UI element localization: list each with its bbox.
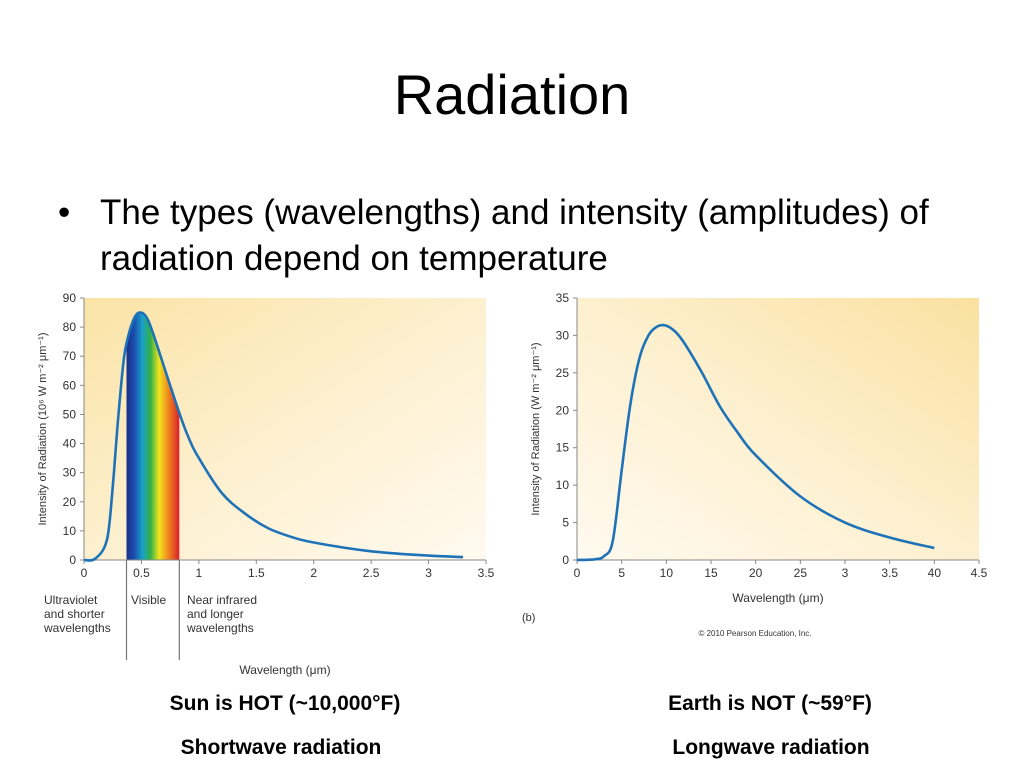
x-tick-label: 3 [842,566,849,580]
earth-intensity-curve [576,323,935,562]
x-tick-label: 1.5 [248,566,265,580]
bullet-marker: • [58,193,71,232]
band-label-ir: Near infrared and longer wavelengths [186,593,257,635]
y-tick-label: 50 [63,407,77,421]
y-tick-label: 40 [63,437,77,451]
y-tick-label: 30 [63,466,77,480]
y-tick-label: 90 [63,291,77,305]
y-tick-label: 0 [69,553,76,567]
x-tick-label: 0 [81,566,88,580]
earth-caption-line2: Longwave radiation [672,736,870,759]
y-tick-label: 20 [63,495,77,509]
sun-caption-line1: Sun is HOT (~10,000°F) [169,692,401,715]
x-tick-label: 0.5 [133,566,150,580]
x-tick-label: 1 [196,566,203,580]
bullet-text: The types (wavelengths) and intensity (a… [100,193,929,278]
x-tick-label: 25 [794,566,808,580]
y-tick-label: 15 [556,441,570,455]
x-axis-label: Wavelength (μm) [239,663,330,677]
x-tick-label: 3 [425,566,432,580]
earth-caption-line1: Earth is NOT (~59°F) [668,692,872,715]
y-tick-label: 30 [556,328,570,342]
y-tick-label: 10 [63,524,77,538]
x-tick-label: 3.5 [478,566,495,580]
y-tick-label: 25 [556,366,570,380]
slide-title: Radiation [393,63,631,126]
x-tick-label: 10 [660,566,674,580]
copyright-notice: © 2010 Pearson Education, Inc. [698,629,811,638]
band-label-uv: Ultraviolet and shorter wavelengths [43,593,111,635]
x-tick-label: 2.5 [363,566,380,580]
x-tick-label: 0 [574,566,581,580]
y-tick-label: 60 [63,378,77,392]
bullet-point: • The types (wavelengths) and intensity … [58,190,998,282]
y-tick-label: 20 [556,403,570,417]
y-tick-label: 80 [63,320,77,334]
x-tick-label: 20 [749,566,763,580]
sun-caption-line2: Shortwave radiation [180,736,382,759]
x-tick-label: 2 [310,566,317,580]
x-tick-label: 15 [704,566,718,580]
x-tick-label: 3.5 [881,566,898,580]
plot-area [577,298,979,560]
x-tick-label: 4.5 [971,566,988,580]
y-tick-label: 10 [556,478,570,492]
y-tick-label: 35 [556,291,570,305]
panel-label: (b) [522,612,535,624]
band-label-visible: Visible [131,593,166,607]
sun-intensity-curve [83,311,464,562]
x-tick-label: 40 [928,566,942,580]
earth-spectrum-chart: 0 5 10 15 20 25 3 3.5 40 4.5 0 5 10 15 20 25 30 35 Wavele… [522,291,988,638]
y-tick-label: 70 [63,349,77,363]
y-tick-label: 5 [562,516,569,530]
x-axis-label: Wavelength (μm) [732,591,823,605]
sun-spectrum-chart: 0 0.5 1 1.5 2 2.5 3 3.5 0 10 20 30 40 50 60 70 80 90 Ultr… [37,291,495,677]
x-tick-label: 5 [618,566,625,580]
y-axis-label: Intensity of Radiation (W m⁻² μm⁻¹) [530,342,542,515]
y-tick-label: 0 [562,553,569,567]
y-axis-label: Intensity of Radiation (10⁶ W m⁻² μm⁻¹) [37,332,49,525]
